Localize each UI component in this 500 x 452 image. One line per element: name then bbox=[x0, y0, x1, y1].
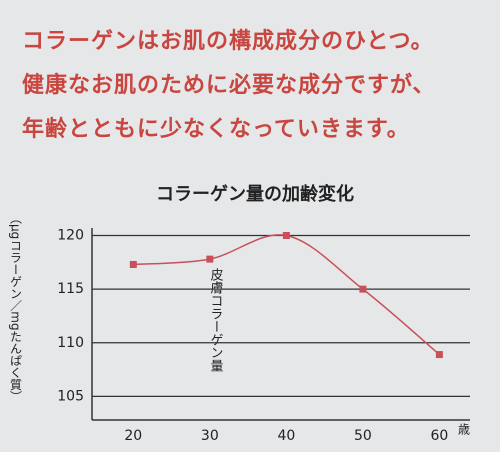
marker bbox=[435, 351, 443, 359]
chart-title: コラーゲン量の加齢変化 bbox=[156, 183, 354, 205]
y-tick-label: 105 bbox=[57, 388, 84, 404]
y-axis-unit: （μgコラーゲン／mgたんぱく質） bbox=[9, 212, 23, 403]
y-tick-label: 115 bbox=[57, 281, 84, 297]
y-tick-label: 110 bbox=[57, 335, 84, 351]
x-tick-label: 60 bbox=[430, 428, 448, 444]
x-tick-label: 50 bbox=[354, 428, 372, 444]
intro-line: 年齢とともに少なくなっていきます。 bbox=[22, 117, 410, 142]
x-axis-unit: 歳 bbox=[458, 423, 470, 437]
x-tick-label: 40 bbox=[277, 428, 295, 444]
intro-text: コラーゲンはお肌の構成成分のひとつ。 健康なお肌のために必要な成分ですが、 年齢… bbox=[22, 20, 436, 152]
marker bbox=[129, 260, 137, 268]
x-tick-label: 20 bbox=[124, 428, 142, 444]
x-tick-label: 30 bbox=[201, 428, 219, 444]
y-tick-label: 120 bbox=[57, 228, 84, 244]
y-axis-label: 皮膚コラーゲン量 bbox=[208, 268, 224, 372]
marker bbox=[282, 232, 290, 240]
marker bbox=[206, 255, 214, 263]
intro-line: 健康なお肌のために必要な成分ですが、 bbox=[22, 73, 436, 98]
marker bbox=[359, 285, 367, 293]
intro-line: コラーゲンはお肌の構成成分のひとつ。 bbox=[22, 29, 434, 54]
line bbox=[133, 234, 440, 356]
